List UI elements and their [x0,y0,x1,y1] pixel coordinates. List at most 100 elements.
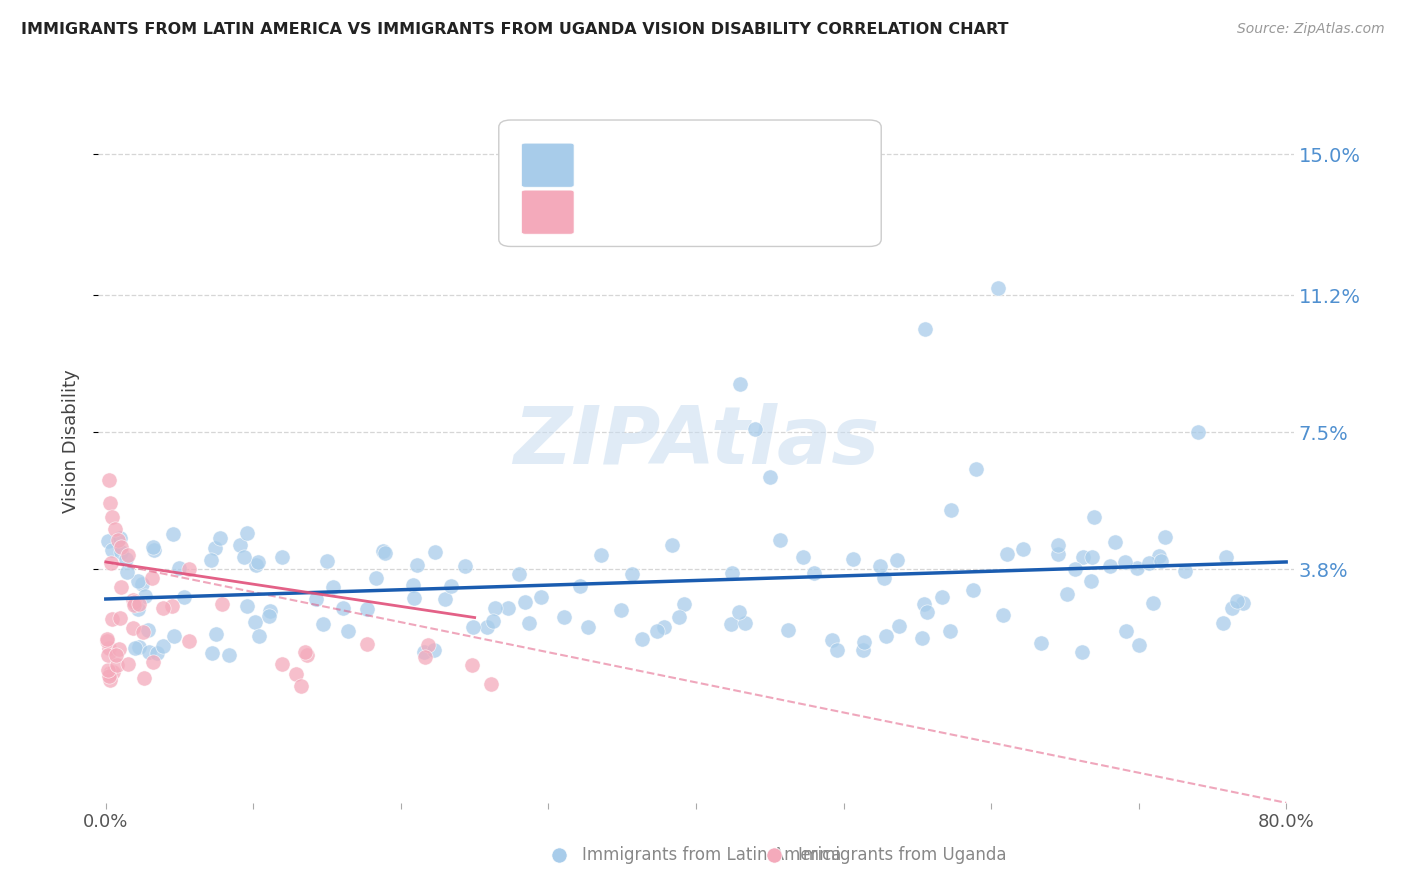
Point [517,615,540,630]
Point [1215,549,1237,564]
Point [1081,550,1104,565]
Text: Immigrants from Uganda: Immigrants from Uganda [797,846,1007,863]
Point [98,665,121,680]
Point [1115,624,1137,639]
Point [142,540,165,554]
Point [374,546,396,560]
Point [1073,550,1095,565]
Point [875,629,897,643]
Point [1080,574,1102,588]
Point [941,503,963,517]
Point [332,601,354,615]
Point [440,579,463,593]
Point [117,566,139,580]
Point [825,643,848,657]
Point [792,549,814,564]
Point [270,657,292,671]
Point [115,552,138,566]
Point [211,598,233,612]
Point [201,646,224,660]
Point [96,633,118,648]
Point [271,550,294,565]
Point [132,624,155,639]
Point [146,646,169,660]
Point [803,566,825,581]
Point [1232,596,1254,610]
Point [96,632,118,647]
Point [1147,549,1170,564]
Point [179,562,201,576]
Point [734,616,756,631]
Point [366,571,388,585]
Point [97,533,120,548]
Point [873,571,896,585]
Point [1114,556,1136,570]
Point [245,558,267,573]
Point [672,597,695,611]
Point [886,553,908,567]
Point [1047,547,1070,561]
Point [98,673,121,687]
Point [416,639,439,653]
Point [100,556,122,570]
Point [769,533,792,548]
Point [758,469,780,483]
Point [110,540,132,554]
Point [475,620,498,634]
Point [336,624,359,638]
Point [1142,596,1164,610]
Point [236,599,259,613]
Point [138,624,160,638]
Point [661,538,683,552]
Point [508,566,530,581]
Point [1046,538,1069,552]
Point [1128,639,1150,653]
Point [727,605,749,619]
Point [479,677,502,691]
Point [305,592,328,607]
Point [294,645,316,659]
Point [356,637,378,651]
Point [1064,561,1087,575]
Point [100,612,122,626]
Point [1174,564,1197,578]
Point [630,632,652,646]
Point [591,548,613,562]
Point [1226,594,1249,608]
Point [162,526,184,541]
Point [108,611,131,625]
Point [229,538,252,552]
Point [257,609,280,624]
Point [821,632,844,647]
Point [97,474,120,488]
Point [1137,556,1160,570]
Point [433,591,456,606]
Point [259,604,281,618]
Point [101,543,124,558]
Point [110,580,132,594]
Point [1083,510,1105,524]
Point [122,593,145,607]
Point [911,631,934,645]
Point [134,671,156,685]
Point [142,656,165,670]
Y-axis label: Vision Disability: Vision Disability [62,369,80,514]
Point [962,582,984,597]
Text: Source: ZipAtlas.com: Source: ZipAtlas.com [1237,22,1385,37]
Point [371,544,394,558]
Point [914,321,936,335]
Text: Immigrants from Latin America: Immigrants from Latin America [582,846,842,863]
Point [1012,541,1035,556]
Point [778,623,800,637]
Point [496,601,519,615]
Point [645,624,668,638]
Point [247,629,270,643]
Point [160,599,183,614]
Point [108,641,131,656]
Point [122,595,145,609]
Point [98,668,121,682]
Point [513,595,536,609]
Point [402,578,425,592]
Point [316,554,339,568]
Point [152,601,174,615]
